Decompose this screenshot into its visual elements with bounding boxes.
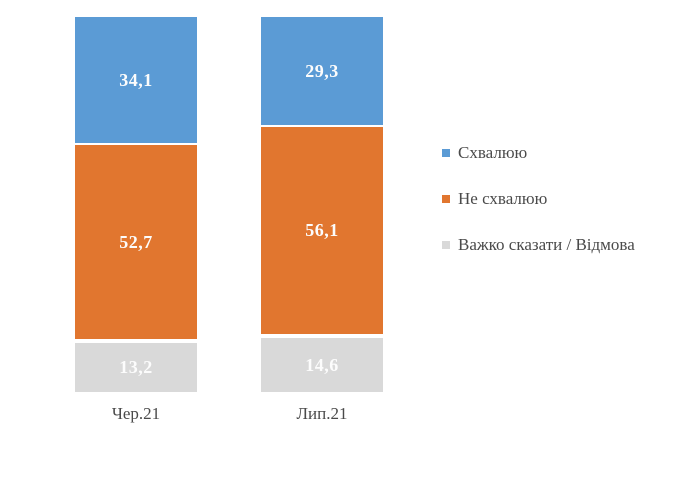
- legend-item-1: Не схвалюю: [442, 189, 635, 209]
- legend: Схвалюю Не схвалюю Важко сказати / Відмова: [442, 143, 635, 281]
- legend-label: Схвалюю: [458, 143, 528, 162]
- legend-item-0: Схвалюю: [442, 143, 635, 163]
- bar-0-segment-0: 34,1: [75, 17, 197, 143]
- segment-value-label: 56,1: [305, 220, 339, 240]
- segment-value-label: 52,7: [119, 231, 153, 252]
- segment-value-label: 13,2: [119, 357, 153, 377]
- plot-area: 34,1 52,7 13,2 Чер.21 29,3 56,1 14,6 Лип.21: [75, 17, 383, 424]
- segment-value-label: 14,6: [305, 354, 339, 375]
- category-label: Лип.21: [296, 404, 348, 423]
- segment-value-label: 29,3: [305, 60, 339, 81]
- legend-label: Не схвалюю: [458, 189, 548, 208]
- bar-column-1: 29,3 56,1 14,6 Лип.21: [261, 17, 383, 424]
- bar-0-segment-1: 52,7: [75, 145, 197, 339]
- legend-swatch: [442, 241, 450, 249]
- bar-column-0: 34,1 52,7 13,2 Чер.21: [75, 17, 197, 424]
- bar-1-segment-2: 14,6: [261, 338, 383, 392]
- legend-label: Важко сказати / Відмова: [458, 235, 635, 254]
- bar-1-segment-0: 29,3: [261, 17, 383, 125]
- bar-1-segment-1: 56,1: [261, 127, 383, 334]
- bar-0-segment-2: 13,2: [75, 343, 197, 392]
- legend-item-2: Важко сказати / Відмова: [442, 235, 635, 255]
- category-label: Чер.21: [111, 404, 161, 423]
- segment-value-label: 34,1: [119, 69, 153, 90]
- legend-swatch: [442, 195, 450, 203]
- legend-swatch: [442, 149, 450, 157]
